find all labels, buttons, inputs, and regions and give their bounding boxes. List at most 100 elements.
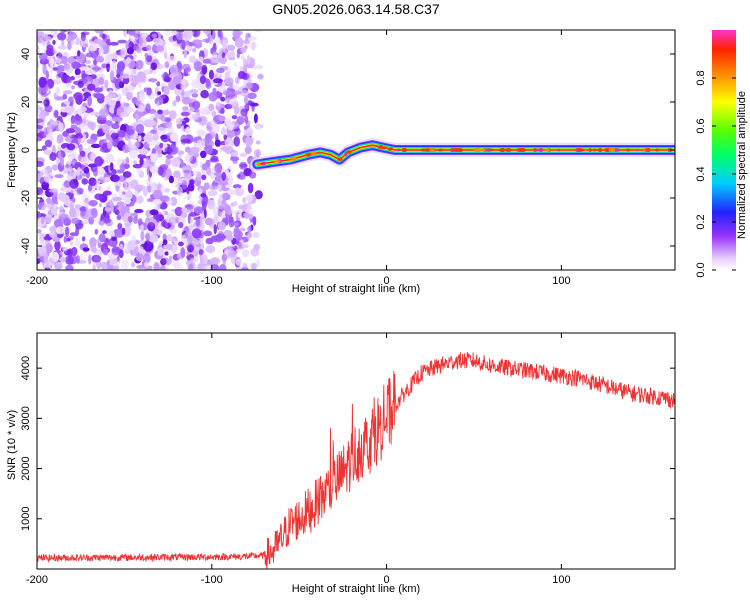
noise-speckle-cell: [185, 126, 191, 135]
noise-speckle-cell: [175, 95, 181, 103]
noise-speckle-cell: [38, 233, 46, 238]
ridge-hotspot: [644, 148, 649, 152]
noise-speckle-cell: [243, 94, 249, 105]
noise-speckle-cell: [117, 61, 125, 72]
noise-speckle-cell: [81, 32, 86, 42]
noise-speckle-cell: [106, 61, 110, 72]
noise-speckle-cell: [169, 64, 179, 75]
noise-speckle-cell: [205, 133, 213, 143]
noise-speckle-cell: [101, 261, 108, 270]
noise-speckle-cell: [218, 205, 225, 210]
noise-speckle-cell: [206, 121, 212, 132]
noise-speckle-cell: [111, 237, 118, 242]
noise-speckle-cell: [46, 197, 52, 204]
noise-speckle-cell: [71, 246, 78, 256]
ridge-hotspot: [274, 160, 281, 163]
noise-speckle-cell: [37, 118, 44, 123]
noise-speckle-cell: [243, 39, 251, 45]
noise-speckle-cell: [217, 198, 221, 207]
noise-speckle-cell: [222, 39, 228, 50]
ridge-hotspot: [486, 148, 491, 152]
noise-speckle-cell: [212, 180, 216, 190]
noise-speckle-cell: [255, 122, 260, 130]
noise-speckle-cell: [77, 80, 84, 88]
noise-speckle-cell: [252, 66, 257, 70]
noise-speckle-cell: [247, 92, 257, 100]
noise-speckle-cell: [241, 72, 250, 80]
noise-speckle-cell: [123, 171, 132, 178]
noise-speckle-cell: [70, 115, 76, 125]
noise-speckle-cell: [227, 174, 234, 186]
noise-speckle-cell: [156, 154, 163, 158]
noise-speckle-cell: [146, 87, 152, 96]
ridge-hotspot: [654, 148, 660, 152]
noise-speckle-cell: [231, 101, 239, 109]
noise-speckle-cell: [63, 62, 71, 71]
noise-speckle-cell: [77, 50, 81, 57]
noise-speckle-cell: [112, 52, 118, 60]
spectrogram-x-ticks: -200 -100 0 100: [26, 30, 571, 287]
noise-speckle-cell: [175, 217, 180, 224]
noise-speckle-cell: [130, 212, 139, 217]
noise-speckle-cell: [209, 69, 214, 80]
noise-speckle-cell: [123, 103, 130, 107]
colorbar-label: Normalized spectral amplitude: [736, 91, 748, 239]
noise-speckle-cell: [218, 115, 226, 122]
noise-speckle-cell: [250, 247, 260, 257]
noise-speckle-cell: [69, 207, 77, 218]
noise-speckle-cell: [200, 150, 207, 159]
noise-speckle-cell: [244, 146, 252, 155]
noise-speckle-cell: [215, 233, 225, 242]
noise-speckle-cell: [46, 44, 54, 51]
noise-speckle-cell: [113, 229, 122, 234]
noise-speckle-cell: [90, 152, 95, 163]
noise-speckle-cell: [109, 70, 115, 81]
noise-speckle-cell: [160, 184, 164, 194]
noise-speckle-cell: [137, 218, 143, 226]
noise-speckle-cell: [231, 115, 238, 120]
noise-speckle-cell: [123, 30, 127, 37]
snr-y-tick-label: 2000: [20, 456, 32, 480]
noise-speckle-cell: [55, 86, 61, 96]
noise-speckle-cell: [187, 244, 194, 253]
noise-speckle-cell: [88, 254, 92, 265]
noise-speckle-cell: [150, 153, 158, 163]
noise-speckle-cell: [187, 150, 195, 156]
noise-speckle-cell: [138, 135, 142, 142]
ridge-hotspot: [425, 148, 430, 152]
noise-speckle-cell: [201, 174, 207, 180]
noise-speckle-cell: [199, 238, 204, 246]
noise-speckle-cell: [135, 93, 144, 99]
noise-speckle-cell: [55, 226, 65, 235]
noise-speckle-cell: [255, 64, 264, 70]
noise-speckle-cell: [98, 77, 105, 85]
noise-speckle-cell: [157, 246, 165, 256]
noise-speckle-cell: [242, 249, 250, 257]
noise-speckle-cell: [57, 232, 64, 238]
noise-speckle-cell: [38, 77, 47, 89]
noise-speckle-cell: [223, 134, 227, 141]
ridge-hotspot: [625, 148, 631, 152]
noise-speckle-cell: [97, 119, 108, 125]
snr-x-axis-label: Height of straight line (km): [292, 583, 420, 595]
noise-speckle-cell: [90, 241, 97, 253]
noise-speckle-cell: [156, 127, 167, 136]
noise-speckle-cell: [165, 157, 172, 166]
noise-speckle-cell: [68, 154, 73, 162]
noise-speckle-cell: [213, 214, 219, 224]
noise-speckle-cell: [106, 259, 110, 270]
noise-speckle-cell: [182, 120, 186, 125]
noise-speckle-cell: [190, 217, 194, 224]
noise-speckle-cell: [217, 30, 221, 38]
noise-speckle-cell: [169, 110, 177, 120]
noise-speckle-cell: [232, 184, 242, 189]
noise-speckle-cell: [211, 124, 220, 133]
noise-speckle-cell: [93, 93, 104, 99]
noise-speckle-cell: [65, 264, 74, 270]
noise-speckle-cell: [153, 189, 163, 200]
noise-speckle-cell: [225, 89, 236, 100]
noise-speckle-cell: [135, 253, 144, 262]
noise-speckle-cell: [196, 171, 202, 182]
noise-speckle-cell: [109, 41, 119, 46]
noise-speckle-cell: [151, 33, 158, 38]
